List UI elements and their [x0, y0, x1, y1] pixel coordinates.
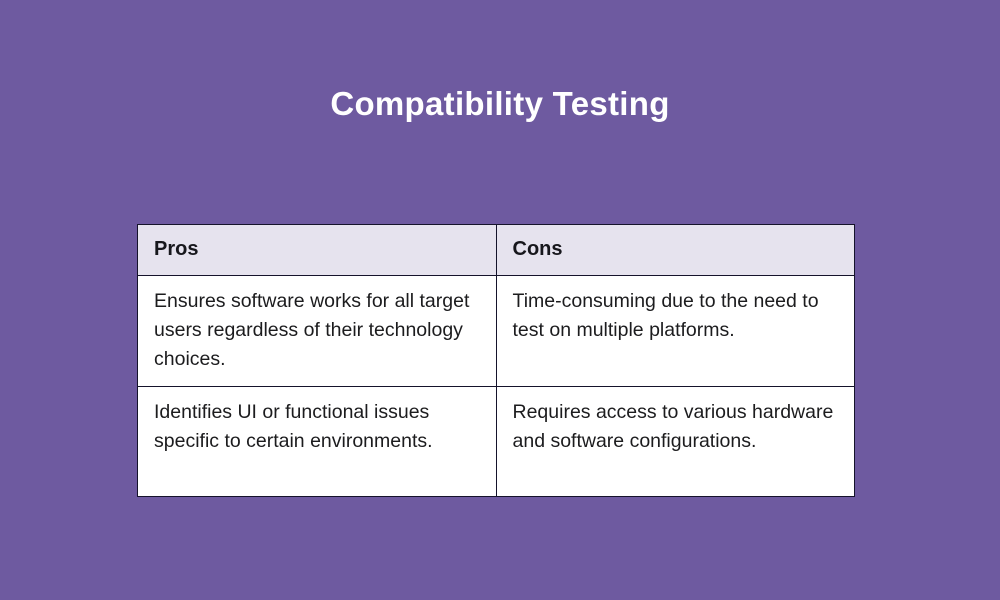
column-header-cons: Cons [495, 224, 855, 276]
cons-cell-2: Requires access to various hardware and … [495, 386, 855, 497]
table-row: Identifies UI or functional issues speci… [137, 386, 855, 497]
table-row: Ensures software works for all target us… [137, 275, 855, 387]
pros-cons-table-container: Pros Cons Ensures software works for all… [137, 224, 855, 497]
table-header-row: Pros Cons [137, 224, 855, 276]
pros-cons-table: Pros Cons Ensures software works for all… [137, 224, 855, 497]
pros-cell-1: Ensures software works for all target us… [137, 275, 497, 387]
cons-cell-1: Time-consuming due to the need to test o… [495, 275, 855, 387]
pros-cell-2: Identifies UI or functional issues speci… [137, 386, 497, 497]
column-header-pros: Pros [137, 224, 497, 276]
page-title: Compatibility Testing [330, 85, 670, 122]
